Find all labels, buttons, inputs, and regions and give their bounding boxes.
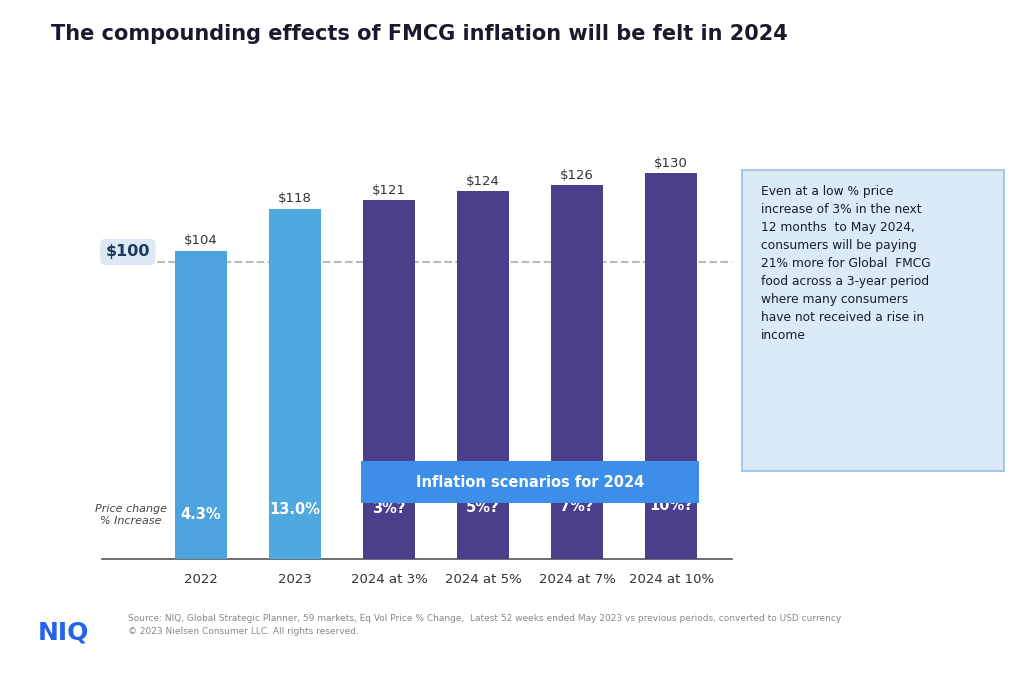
Text: 7%?: 7%? [560,500,594,515]
Text: 10%?: 10%? [649,498,693,513]
Bar [175,251,227,559]
Text: Source: NIQ, Global Strategic Planner, 59 markets, Eq Vol Price % Change,  Lates: Source: NIQ, Global Strategic Planner, 5… [128,614,842,636]
Bar [458,191,509,559]
Text: $100: $100 [105,245,151,260]
Text: $104: $104 [184,234,218,247]
Bar [551,185,603,559]
Text: $124: $124 [466,175,500,188]
Text: Even at a low % price
increase of 3% in the next
12 months  to May 2024,
consume: Even at a low % price increase of 3% in … [761,184,930,342]
Text: $121: $121 [372,184,407,197]
Text: $118: $118 [279,193,312,205]
Text: $130: $130 [654,157,688,170]
Text: Inflation scenarios for 2024: Inflation scenarios for 2024 [416,475,644,490]
Text: Price change
% Increase: Price change % Increase [94,504,167,525]
Text: The compounding effects of FMCG inflation will be felt in 2024: The compounding effects of FMCG inflatio… [51,24,787,43]
Text: 5%?: 5%? [466,500,500,515]
Bar [645,174,697,559]
Text: 4.3%: 4.3% [181,507,221,522]
Bar [269,209,321,559]
Bar [361,461,698,503]
Text: 13.0%: 13.0% [269,502,321,517]
Text: NIQ: NIQ [38,621,89,645]
Text: 3%?: 3%? [373,501,406,516]
Text: $100 spend across 36 months into 2024: $100 spend across 36 months into 2024 [321,69,709,87]
Bar [364,200,415,559]
Text: $126: $126 [560,169,594,182]
